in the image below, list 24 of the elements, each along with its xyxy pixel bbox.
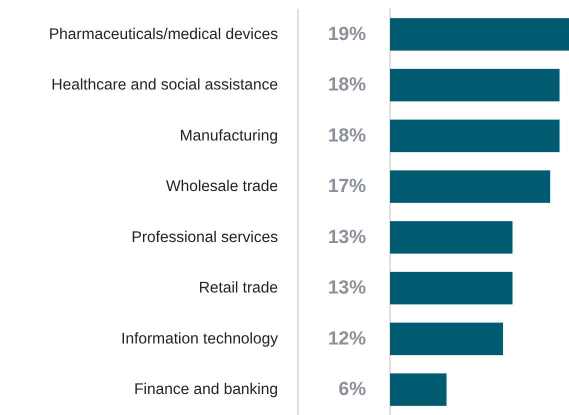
y-tick-label: Healthcare and social assistance — [51, 76, 278, 94]
y-tick-label: Manufacturing — [180, 127, 278, 144]
data-label: 13% — [328, 226, 366, 248]
data-label: 19% — [328, 24, 366, 45]
data-label: 13% — [328, 278, 366, 299]
data-label: 18% — [328, 125, 366, 146]
data-label: 6% — [338, 379, 366, 400]
bar — [390, 221, 512, 254]
y-tick-label: Wholesale trade — [166, 178, 278, 196]
data-label: 18% — [328, 74, 366, 96]
data-label: 17% — [328, 176, 366, 198]
bar — [390, 68, 560, 102]
bar — [390, 272, 512, 304]
bar — [390, 373, 447, 406]
bar — [390, 120, 560, 152]
bar — [390, 18, 569, 51]
y-tick-label: Professional services — [132, 228, 278, 246]
y-tick-label: Retail trade — [198, 280, 278, 297]
bar — [390, 170, 550, 203]
y-tick-label: Pharmaceuticals/medical devices — [48, 26, 278, 43]
y-tick-label: Finance and banking — [134, 381, 278, 398]
bar — [390, 322, 504, 356]
data-label: 12% — [328, 328, 366, 350]
y-tick-label: Information technology — [121, 330, 278, 348]
